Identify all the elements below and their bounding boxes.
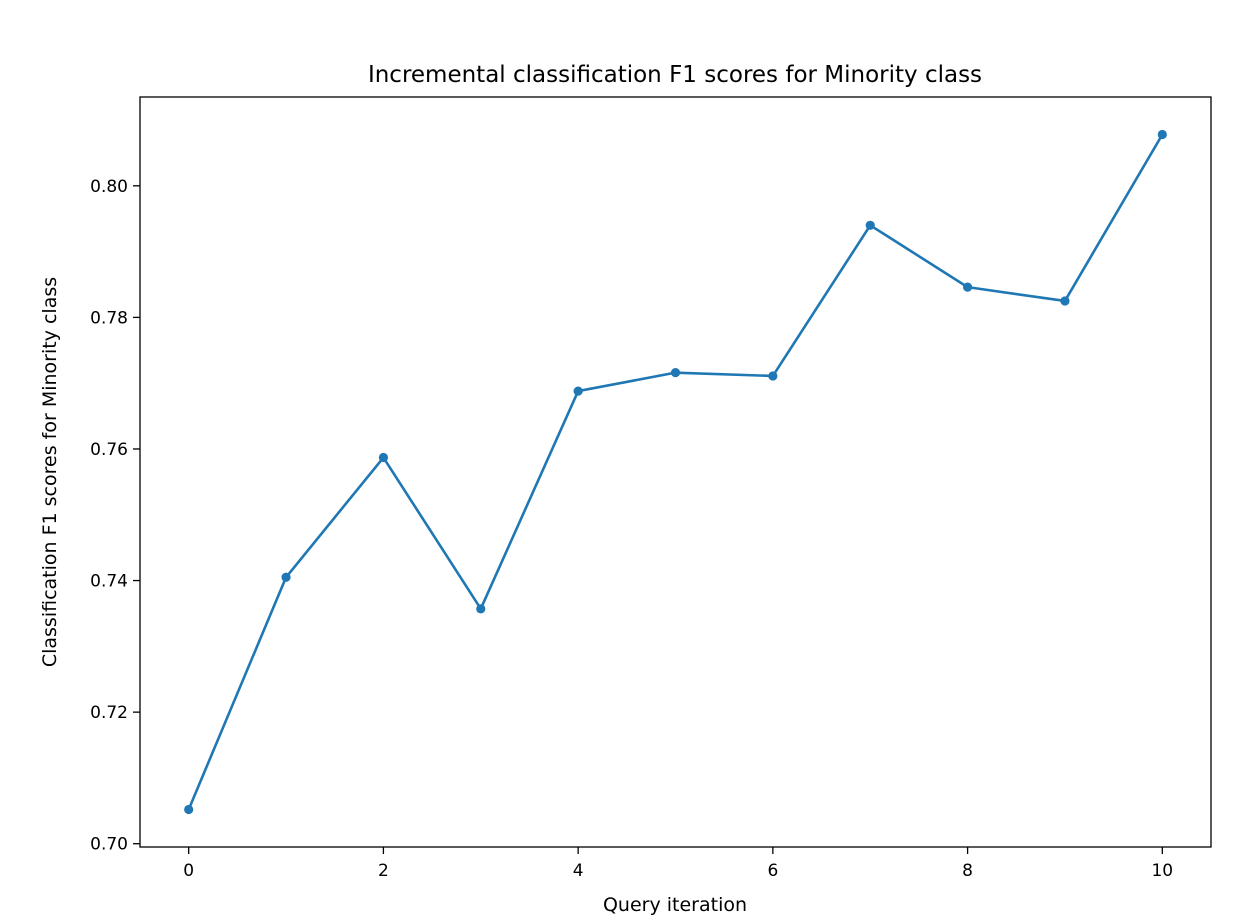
data-point: [865, 220, 875, 230]
series-points: [184, 129, 1167, 815]
y-tick-label: 0.70: [90, 835, 128, 855]
chart-title: Incremental classification F1 scores for…: [368, 62, 982, 88]
data-point: [476, 604, 486, 614]
y-tick-label: 0.76: [90, 440, 128, 460]
y-axis-ticks: 0.70 0.72 0.74 0.76 0.78 0.80: [90, 177, 140, 855]
y-tick-label: 0.78: [90, 308, 128, 328]
data-point: [670, 368, 681, 378]
y-tick-label: 0.74: [90, 572, 128, 592]
data-point: [1157, 129, 1167, 140]
data-point: [281, 572, 291, 582]
x-tick-label: 4: [573, 861, 584, 881]
data-point: [1060, 296, 1070, 306]
y-tick-label: 0.80: [90, 177, 128, 197]
plot-frame: [139, 96, 1212, 848]
x-tick-label: 2: [378, 861, 389, 881]
data-point: [378, 452, 389, 463]
x-tick-label: 10: [1151, 861, 1173, 881]
data-point: [573, 386, 583, 396]
x-tick-label: 6: [767, 861, 778, 881]
x-tick-label: 8: [962, 861, 973, 881]
data-point: [962, 282, 973, 292]
y-axis-label: Classification F1 scores for Minority cl…: [39, 277, 61, 667]
data-point: [768, 371, 778, 381]
x-axis-label: Query iteration: [603, 894, 747, 916]
x-axis-ticks: 0 2 4 6 8 10: [183, 847, 1173, 881]
x-tick-label: 0: [183, 861, 194, 881]
y-tick-label: 0.72: [90, 703, 128, 723]
data-point: [184, 804, 194, 815]
